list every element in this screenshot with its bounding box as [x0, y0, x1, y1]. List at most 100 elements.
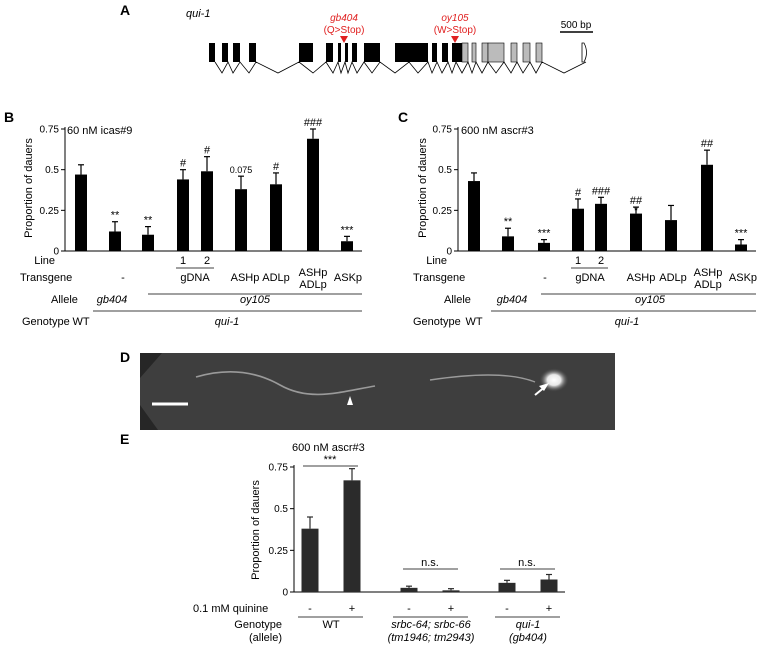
mutation-2-marker: [451, 36, 459, 43]
panel-c-transgene-4: ASHp: [694, 267, 723, 279]
panel-c: C 600 nM ascr#3 Proportion of dauers 0 0.…: [398, 109, 757, 328]
panel-c-allele-1: oy105: [635, 294, 666, 306]
panel-c-title: 600 nM ascr#3: [461, 125, 534, 137]
panel-b-line-1: 1: [180, 255, 186, 267]
panel-c-transgene-3: ADLp: [659, 272, 687, 284]
axon: [429, 374, 536, 383]
panel-c-row-genotype: Genotype: [413, 316, 461, 328]
b-annotation: #: [180, 158, 187, 170]
b-annotation: ***: [341, 224, 355, 236]
c-bar: [468, 181, 480, 251]
panel-c-transgene-2: ASHp: [627, 272, 656, 284]
b-annotation: **: [111, 210, 120, 222]
b-bar: [177, 179, 189, 251]
b-ytick-label: 0.75: [40, 125, 60, 136]
panel-e-group-0: WT: [322, 619, 339, 631]
arrowhead-marker: [347, 396, 353, 405]
panel-b-row-line: Line: [34, 255, 55, 267]
panel-e-ylabel: Proportion of dauers: [250, 480, 262, 580]
panel-e-group-1-allele: (tm1946; tm2943): [388, 632, 475, 644]
b-bar: [142, 234, 154, 251]
panel-e: E 600 nM ascr#3 Proportion of dauers 0 0.…: [120, 431, 565, 644]
e-bar: [343, 480, 361, 592]
c-annotation-2: *: [634, 205, 639, 217]
panel-a-label: A: [120, 2, 130, 18]
quinine-sign: -: [407, 603, 411, 615]
panel-c-genotype-1: qui-1: [615, 316, 639, 328]
panel-e-sig-1: n.s.: [421, 557, 439, 569]
b-annotation: **: [144, 215, 153, 227]
quinine-sign: +: [448, 603, 454, 615]
panel-c-row-transgene: Transgene: [413, 272, 465, 284]
c-annotation: ##: [630, 195, 643, 207]
panel-e-sig-2: n.s.: [518, 557, 536, 569]
panel-c-line-2: 2: [598, 255, 604, 267]
micrograph: [140, 353, 615, 430]
c-annotation: ***: [735, 228, 749, 240]
panel-e-label: E: [120, 431, 129, 447]
panel-b-transgene-3: ADLp: [262, 272, 290, 284]
e-ytick-label: 0: [282, 588, 288, 599]
e-bar: [540, 579, 558, 592]
e-bar: [301, 528, 319, 592]
panel-c-transgene-1: gDNA: [575, 272, 605, 284]
panel-e-bars: [301, 468, 558, 592]
panel-c-line-1: 1: [575, 255, 581, 267]
e-ytick-label: 0.5: [274, 504, 288, 515]
panel-c-row-allele: Allele: [444, 294, 471, 306]
c-annotation: #: [575, 187, 582, 199]
panel-c-transgene-5: ADLp: [694, 279, 722, 291]
panel-d-label: D: [120, 349, 130, 365]
panel-b-transgene-5: ADLp: [299, 279, 327, 291]
scale-bar-label: 500 bp: [561, 20, 592, 31]
panel-b-row-genotype: Genotype: [22, 316, 70, 328]
panel-e-allele-label: (allele): [249, 632, 282, 644]
panel-e-quinine-signs: - + - + - +: [308, 603, 552, 615]
panel-c-label: C: [398, 109, 408, 125]
e-bar: [442, 590, 460, 592]
e-ytick-label: 0.25: [269, 546, 289, 557]
mutation-2-allele: oy105: [441, 13, 469, 24]
panel-b-allele-0: gb404: [97, 294, 128, 306]
mutation-1-allele: gb404: [330, 13, 358, 24]
mutation-1-change: (Q>Stop): [324, 25, 365, 36]
panel-b-genotype-0: WT: [72, 316, 89, 328]
e-bar: [400, 587, 418, 592]
dendrite: [195, 371, 376, 396]
b-ytick-label: 0.25: [40, 206, 60, 217]
c-bar: [630, 213, 642, 251]
panel-c-allele-0: gb404: [497, 294, 528, 306]
c-bar: [735, 244, 747, 251]
panel-a: A qui-1 gb404 (Q>Stop) oy105 (W>Stop) 50…: [120, 2, 593, 75]
b-bar: [109, 231, 121, 251]
panel-e-group-2-allele: (gb404): [509, 632, 547, 644]
panel-c-bars: *****# #####*##***: [468, 138, 748, 251]
panel-c-transgene-6: ASKp: [729, 272, 757, 284]
quinine-sign: -: [308, 603, 312, 615]
panel-b-transgene-2: ASHp: [231, 272, 260, 284]
panel-b-transgene-6: ASKp: [334, 272, 362, 284]
panel-c-transgene-0: -: [543, 272, 547, 284]
panel-b-line-2: 2: [204, 255, 210, 267]
panel-b-title: 60 nM icas#9: [67, 125, 132, 137]
e-bar: [498, 582, 516, 592]
panel-b-genotype-1: qui-1: [215, 316, 239, 328]
panel-b-row-transgene: Transgene: [20, 272, 72, 284]
quinine-sign: +: [349, 603, 355, 615]
c-ytick-label: 0.25: [433, 206, 453, 217]
b-bar: [235, 189, 247, 251]
panel-e-axis: 0 0.25 0.5 0.75: [269, 463, 565, 599]
panel-c-genotype-0: WT: [465, 316, 482, 328]
b-bar: [75, 174, 87, 251]
c-bar: [701, 164, 713, 251]
panel-b: B 60 nM icas#9 Proportion of dauers 0 0.2…: [4, 109, 362, 328]
panel-e-quinine-label: 0.1 mM quinine: [193, 603, 268, 615]
b-bar: [307, 138, 319, 251]
panel-b-ylabel: Proportion of dauers: [23, 138, 35, 238]
c-annotation: ##: [701, 138, 714, 150]
b-annotation: 0.075: [230, 165, 253, 175]
c-annotation: **: [504, 216, 513, 228]
c-bar: [572, 208, 584, 251]
panel-e-genotype-label: Genotype: [234, 619, 282, 631]
